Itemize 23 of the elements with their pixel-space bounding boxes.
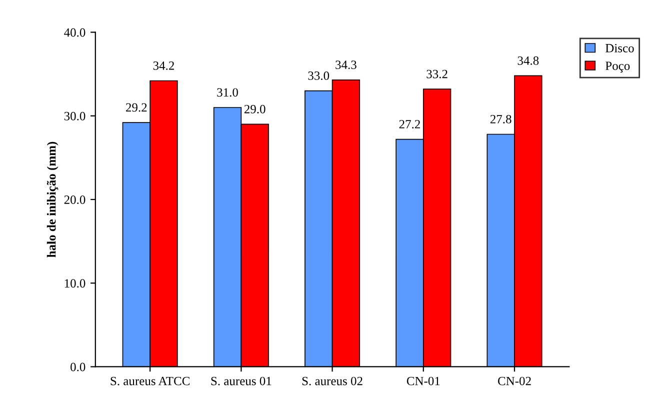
- data-label: 34.3: [336, 60, 356, 70]
- data-label: 33.2: [426, 70, 448, 78]
- x-tick-label: S. aureus ATCC: [110, 376, 190, 386]
- data-label: 34.2: [153, 61, 174, 70]
- x-tick-label: CN-02: [498, 376, 531, 386]
- y-tick-label: 20.0: [64, 196, 86, 204]
- data-label: 29.2: [126, 103, 147, 112]
- y-tick-label: 10.0: [64, 279, 86, 288]
- y-axis-title: halo de inibição (mm): [46, 142, 58, 258]
- legend-label: Poço: [606, 62, 630, 73]
- legend-label: Disco: [606, 44, 634, 52]
- x-tick-label: S. aureus 02: [302, 376, 362, 386]
- data-label: 27.8: [490, 114, 512, 124]
- x-tick-label: CN-01: [406, 376, 440, 386]
- data-label: 29.0: [244, 104, 266, 114]
- data-label: 27.2: [399, 120, 420, 128]
- x-tick-label: S. aureus 01: [211, 376, 272, 386]
- data-label: 34.8: [518, 56, 539, 65]
- y-tick-label: 40.0: [64, 28, 86, 37]
- data-label: 31.0: [217, 88, 238, 97]
- data-label: 33.0: [308, 71, 330, 80]
- y-tick-label: 30.0: [64, 112, 86, 120]
- y-tick-label: 0.0: [70, 362, 86, 372]
